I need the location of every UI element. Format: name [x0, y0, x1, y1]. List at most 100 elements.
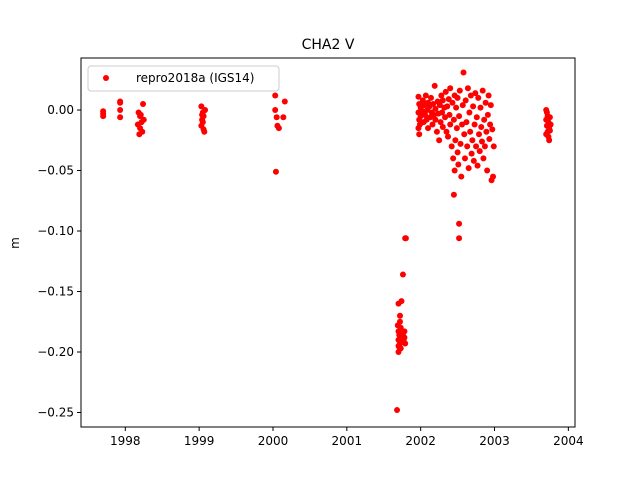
data-point — [449, 99, 456, 106]
data-point — [450, 191, 457, 198]
data-point — [474, 162, 481, 169]
data-point — [402, 235, 409, 242]
data-point — [463, 119, 470, 126]
data-point — [447, 121, 454, 128]
data-point — [428, 94, 435, 101]
data-point — [117, 107, 124, 114]
data-point — [280, 114, 287, 121]
data-point — [444, 133, 451, 140]
legend: repro2018a (IGS14) — [87, 65, 280, 92]
data-point — [422, 111, 429, 118]
data-point — [273, 114, 280, 121]
data-point — [457, 140, 464, 147]
y-tick-label: −0.05 — [37, 164, 74, 178]
data-point — [453, 104, 460, 111]
data-point — [460, 69, 467, 76]
legend-label: repro2018a (IGS14) — [136, 71, 254, 85]
data-point — [401, 334, 408, 341]
data-point — [478, 138, 485, 145]
data-point — [472, 90, 479, 97]
data-point — [134, 121, 141, 128]
data-point — [429, 121, 436, 128]
data-point — [462, 97, 469, 104]
data-point — [465, 165, 472, 172]
data-point — [473, 114, 480, 121]
data-point — [468, 150, 475, 157]
data-point — [272, 107, 279, 114]
data-point — [546, 137, 553, 144]
data-point — [436, 102, 443, 109]
x-axis: 1998 1999 2000 2001 2002 2003 2004 — [110, 427, 584, 448]
data-point — [470, 103, 477, 110]
data-point — [471, 121, 478, 128]
data-point — [455, 161, 462, 168]
x-tick-label: 1999 — [184, 434, 215, 448]
data-point — [469, 137, 476, 144]
data-point — [272, 92, 279, 99]
x-tick-label: 2003 — [479, 434, 510, 448]
x-tick-label: 2004 — [553, 434, 584, 448]
data-point — [475, 94, 482, 101]
data-point — [201, 128, 208, 135]
data-point — [456, 113, 463, 120]
data-point — [456, 220, 463, 227]
x-tick-label: 2002 — [405, 434, 436, 448]
data-point — [272, 168, 279, 175]
data-point — [454, 149, 461, 156]
data-point — [461, 131, 468, 138]
data-point — [433, 128, 440, 135]
data-point — [478, 123, 485, 130]
data-point — [399, 271, 406, 278]
x-tick-label: 2000 — [258, 434, 289, 448]
y-tick-label: −0.25 — [37, 405, 74, 419]
data-point — [459, 102, 466, 109]
legend-box — [87, 65, 280, 92]
data-point — [458, 173, 465, 180]
data-point — [456, 235, 463, 242]
data-point — [117, 114, 124, 121]
data-point — [401, 328, 408, 335]
data-point — [489, 126, 496, 133]
data-point — [117, 99, 124, 106]
data-point — [437, 119, 444, 126]
y-tick-label: −0.20 — [37, 345, 74, 359]
data-point — [140, 116, 147, 123]
data-point — [487, 102, 494, 109]
data-point — [425, 125, 432, 132]
y-tick-label: −0.10 — [37, 224, 74, 238]
data-point — [464, 143, 471, 150]
data-point — [447, 85, 454, 92]
data-point — [547, 121, 554, 128]
data-point — [466, 109, 473, 116]
data-point — [397, 345, 404, 352]
data-point — [396, 318, 403, 325]
data-point — [546, 127, 553, 134]
data-point — [490, 173, 497, 180]
data-point — [439, 109, 446, 116]
data-point — [476, 131, 483, 138]
y-tick-label: −0.15 — [37, 284, 74, 298]
x-tick-label: 2001 — [332, 434, 363, 448]
data-point — [452, 137, 459, 144]
data-point — [490, 143, 497, 150]
data-point — [439, 123, 446, 130]
data-point — [446, 111, 453, 118]
data-point — [422, 92, 429, 99]
x-tick-label: 1998 — [110, 434, 141, 448]
data-point — [397, 324, 404, 331]
data-point — [467, 92, 474, 99]
data-point — [439, 97, 446, 104]
y-axis-label: m — [8, 237, 22, 249]
data-point — [402, 340, 409, 347]
data-point — [477, 104, 484, 111]
y-axis: 0.00 −0.05 −0.10 −0.15 −0.20 −0.25 — [37, 103, 81, 419]
data-point — [479, 87, 486, 94]
data-point — [137, 111, 144, 118]
data-point — [198, 103, 205, 110]
data-point — [140, 100, 147, 107]
chart-title: CHA2 V — [302, 37, 355, 53]
data-point — [281, 98, 288, 105]
data-point — [476, 148, 483, 155]
